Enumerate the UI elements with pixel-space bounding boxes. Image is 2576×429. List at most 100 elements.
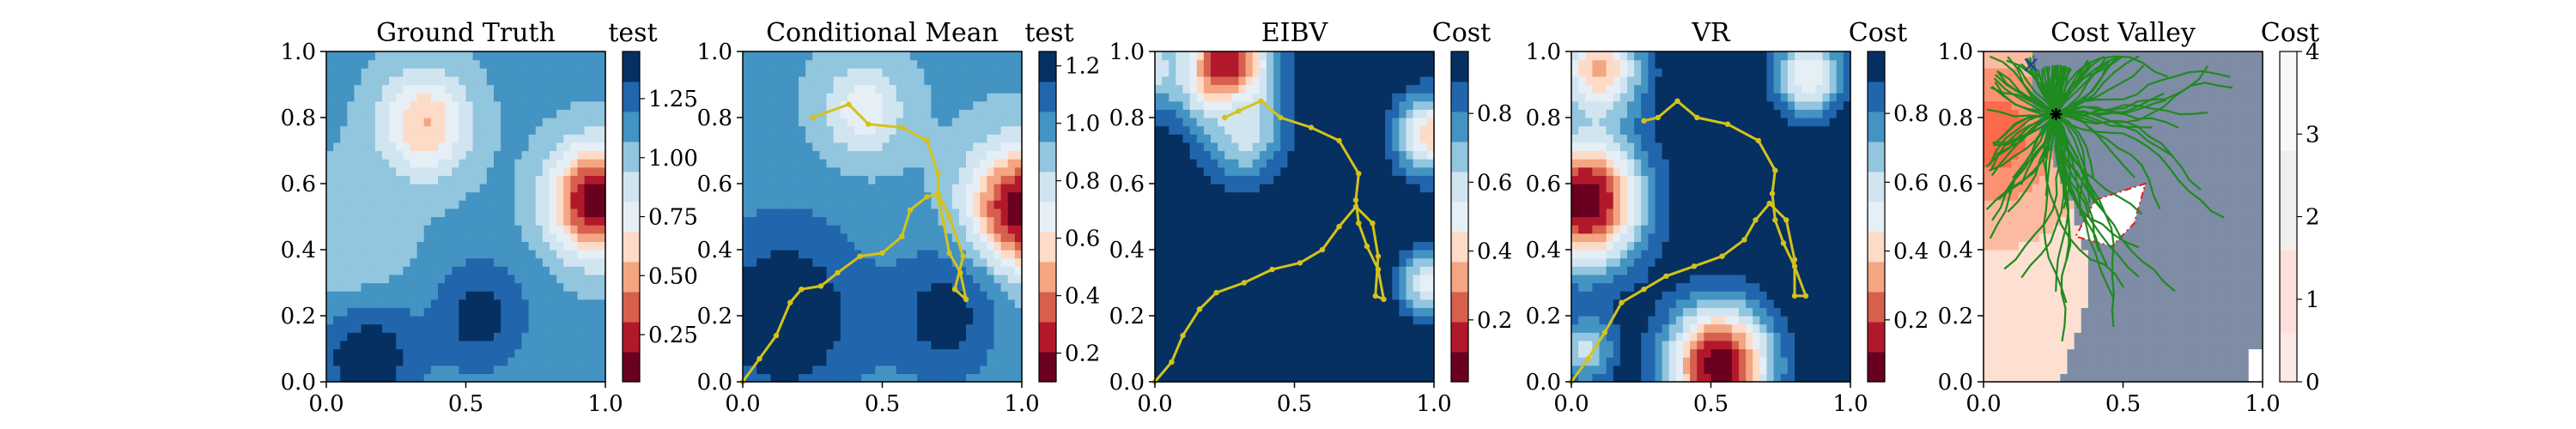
heatmap-cell bbox=[1267, 282, 1274, 292]
heatmap-cell bbox=[1280, 307, 1288, 317]
heatmap-cell bbox=[1203, 118, 1212, 127]
heatmap-cell bbox=[1218, 208, 1225, 218]
heatmap-cell bbox=[987, 291, 995, 300]
heatmap-cell bbox=[902, 93, 911, 102]
heatmap-cell bbox=[1419, 340, 1428, 350]
heatmap-cell bbox=[423, 233, 432, 242]
heatmap-cell bbox=[1245, 357, 1254, 366]
heatmap-cell bbox=[570, 316, 579, 325]
heatmap-cell bbox=[868, 365, 876, 374]
heatmap-cell bbox=[1007, 175, 1016, 184]
heatmap-cell bbox=[973, 233, 981, 242]
heatmap-cell bbox=[389, 373, 397, 383]
heatmap-cell bbox=[361, 291, 369, 300]
heatmap-cell bbox=[847, 332, 855, 341]
heatmap-cell bbox=[389, 59, 397, 69]
heatmap-cell bbox=[854, 159, 862, 168]
heatmap-cell bbox=[1259, 208, 1267, 218]
heatmap-cell bbox=[1336, 225, 1344, 234]
heatmap-cell bbox=[374, 299, 383, 308]
heatmap-cell bbox=[938, 93, 946, 102]
heatmap-cell bbox=[951, 100, 960, 110]
heatmap-cell bbox=[910, 299, 918, 308]
heatmap-cell bbox=[875, 100, 884, 110]
heatmap-cell bbox=[791, 166, 799, 176]
y-tick-label: 0.0 bbox=[697, 370, 732, 396]
heatmap-cell bbox=[1419, 291, 1428, 300]
heatmap-cell bbox=[494, 68, 501, 77]
heatmap-cell bbox=[1267, 100, 1274, 110]
heatmap-cell bbox=[430, 332, 439, 341]
heatmap-cell bbox=[438, 166, 446, 176]
heatmap-cell bbox=[819, 175, 828, 184]
heatmap-cell bbox=[847, 323, 855, 333]
heatmap-cell bbox=[1287, 225, 1296, 234]
heatmap-cell bbox=[1238, 208, 1247, 218]
heatmap-cell bbox=[868, 142, 876, 152]
heatmap-cell bbox=[770, 84, 779, 94]
heatmap-cell bbox=[902, 100, 911, 110]
heatmap-cell bbox=[1273, 348, 1281, 358]
heatmap-cell bbox=[1315, 241, 1323, 251]
heatmap-cell bbox=[993, 365, 1002, 374]
heatmap-cell bbox=[452, 332, 459, 341]
heatmap-cell bbox=[1322, 250, 1330, 259]
heatmap-cell bbox=[993, 307, 1002, 317]
heatmap-cell bbox=[917, 208, 925, 218]
heatmap-cell bbox=[966, 109, 974, 118]
heatmap-cell bbox=[535, 184, 544, 193]
heatmap-cell bbox=[1419, 323, 1428, 333]
heatmap-cell bbox=[438, 93, 446, 102]
heatmap-cell bbox=[763, 291, 772, 300]
heatmap-cell bbox=[784, 348, 793, 358]
heatmap-cell bbox=[980, 225, 987, 234]
heatmap-cell bbox=[847, 142, 855, 152]
heatmap-cell bbox=[1426, 191, 1435, 201]
heatmap-cell bbox=[1364, 59, 1372, 69]
heatmap-cell bbox=[1413, 250, 1421, 259]
heatmap-cell bbox=[486, 332, 495, 341]
heatmap-cell bbox=[847, 291, 855, 300]
heatmap-cell bbox=[966, 257, 974, 267]
heatmap-cell bbox=[507, 150, 515, 160]
heatmap-cell bbox=[938, 332, 946, 341]
heatmap-cell bbox=[333, 84, 341, 94]
heatmap-cell bbox=[896, 357, 904, 366]
heatmap-cell bbox=[591, 100, 599, 110]
heatmap-cell bbox=[1329, 208, 1337, 218]
heatmap-cell bbox=[1364, 109, 1372, 118]
heatmap-cell bbox=[1364, 216, 1372, 226]
heatmap-cell bbox=[854, 184, 862, 193]
heatmap-cell bbox=[430, 274, 439, 284]
heatmap-cell bbox=[465, 175, 474, 184]
heatmap-cell bbox=[868, 191, 876, 201]
heatmap-cell bbox=[938, 233, 946, 242]
heatmap-cell bbox=[924, 291, 932, 300]
heatmap-cell bbox=[1378, 274, 1386, 284]
heatmap-cell bbox=[1343, 125, 1352, 135]
heatmap-cell bbox=[784, 340, 793, 350]
heatmap-cell bbox=[750, 191, 757, 201]
heatmap-cell bbox=[993, 332, 1002, 341]
heatmap-cell bbox=[326, 200, 334, 209]
heatmap-cell bbox=[528, 225, 537, 234]
heatmap-cell bbox=[882, 282, 890, 292]
heatmap-cell bbox=[993, 373, 1002, 383]
heatmap-cell bbox=[1259, 184, 1267, 193]
heatmap-cell bbox=[584, 68, 592, 77]
heatmap-cell bbox=[973, 348, 981, 358]
heatmap-cell bbox=[1218, 68, 1225, 77]
heatmap-cell bbox=[987, 68, 995, 77]
heatmap-cell bbox=[799, 373, 806, 383]
heatmap-cell bbox=[938, 125, 946, 135]
heatmap-cell bbox=[396, 134, 404, 143]
heatmap-cell bbox=[1308, 125, 1316, 135]
heatmap-cell bbox=[896, 257, 904, 267]
heatmap-cell bbox=[1370, 332, 1379, 341]
heatmap-cell bbox=[598, 142, 606, 152]
heatmap-cell bbox=[1343, 76, 1352, 86]
heatmap-cell bbox=[382, 216, 390, 226]
heatmap-cell bbox=[326, 257, 334, 267]
heatmap-cell bbox=[361, 166, 369, 176]
heatmap-cell bbox=[1259, 307, 1267, 317]
